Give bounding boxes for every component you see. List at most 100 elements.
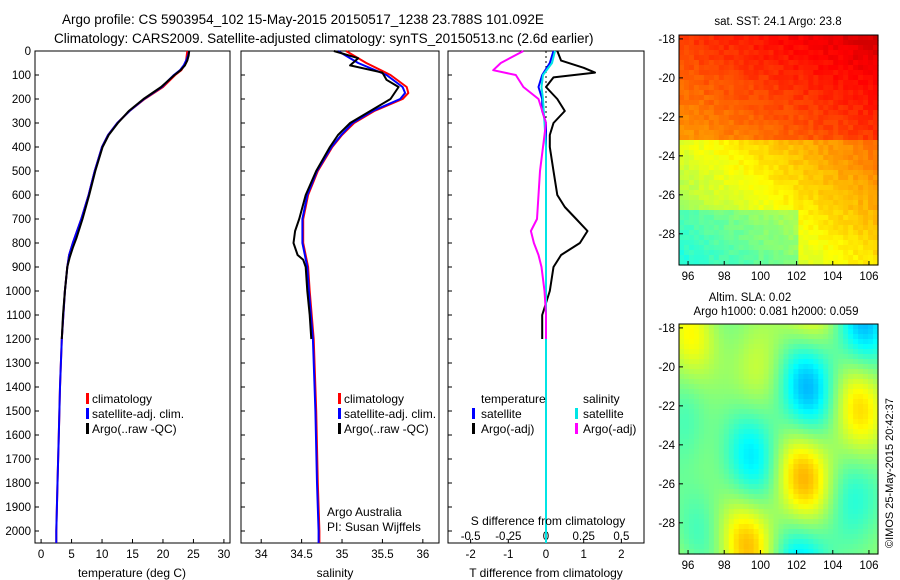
sla-cell (823, 489, 829, 495)
sst-cell (743, 250, 750, 256)
sla-cell (738, 339, 745, 345)
sst-cell (728, 255, 735, 261)
sla-cell (783, 499, 790, 505)
sst-cell (753, 215, 760, 221)
sst-cell (758, 155, 765, 161)
sla-cell (793, 479, 799, 485)
sst-cell (693, 235, 700, 241)
sla-cell (783, 464, 790, 470)
sla-cell (683, 519, 690, 525)
sst-cell (733, 110, 740, 116)
sst-cell (718, 250, 725, 256)
sst-cell (843, 65, 849, 71)
sla-cell (679, 539, 685, 545)
sla-cell (813, 329, 819, 335)
sst-cell (768, 80, 775, 86)
sla-cell (733, 469, 740, 475)
sla-cell (688, 404, 695, 410)
sla-cell (763, 424, 770, 430)
sla-cell (843, 494, 849, 500)
sla-cell (763, 364, 770, 370)
sst-cell (868, 230, 874, 236)
sst-cell (863, 195, 869, 201)
sst-cell (758, 180, 765, 186)
sla-cell (743, 429, 750, 435)
sla-cell (753, 429, 760, 435)
sla-cell (863, 439, 869, 445)
sla-cell (833, 374, 839, 380)
sst-cell (688, 200, 695, 206)
sst-cell (768, 90, 775, 96)
sla-cell (868, 439, 874, 445)
sst-cell (778, 105, 785, 111)
sst-cell (693, 195, 700, 201)
sst-cell (858, 175, 864, 181)
sst-cell (808, 180, 814, 186)
sst-cell (778, 175, 785, 181)
sla-cell (683, 499, 690, 505)
sst-cell (679, 160, 685, 166)
imos-stamp: ©IMOS 25-May-2015 20:42:37 (884, 398, 896, 548)
sst-cell (853, 140, 859, 146)
sla-cell (873, 369, 879, 375)
sst-cell (858, 220, 864, 226)
depth-tick-label: 400 (12, 142, 31, 154)
sla-cell (848, 469, 854, 475)
sst-cell (763, 210, 770, 216)
sla-cell (738, 499, 745, 505)
sst-cell (858, 85, 864, 91)
sst-cell (848, 245, 854, 251)
sst-cell (858, 140, 864, 146)
sla-cell (718, 544, 725, 550)
sla-cell (833, 429, 839, 435)
sla-cell (858, 379, 864, 385)
sst-cell (793, 70, 799, 76)
sst-cell (833, 115, 839, 121)
sla-cell (753, 534, 760, 540)
sla-cell (733, 434, 740, 440)
sst-cell (873, 35, 879, 41)
sla-cell (838, 359, 844, 365)
sla-cell (713, 359, 720, 365)
sst-cell (768, 105, 775, 111)
sla-cell (818, 349, 824, 355)
sst-cell (703, 150, 710, 156)
sst-cell (838, 145, 844, 151)
sst-cell (753, 230, 760, 236)
sst-cell (693, 210, 700, 216)
sla-cell (808, 494, 814, 500)
sst-cell (718, 170, 725, 176)
sst-cell (738, 235, 745, 241)
sla-cell (679, 339, 685, 345)
sst-cell (683, 205, 690, 211)
sst-cell (728, 45, 735, 51)
sst-cell (758, 230, 765, 236)
sla-cell (748, 534, 755, 540)
sst-cell (783, 175, 790, 181)
sla-cell (853, 364, 859, 370)
sst-cell (679, 230, 685, 236)
sla-cell (688, 494, 695, 500)
sst-cell (708, 35, 715, 41)
sst-cell (698, 70, 705, 76)
sla-cell (843, 394, 849, 400)
sst-cell (858, 235, 864, 241)
sst-cell (828, 210, 834, 216)
sla-cell (703, 514, 710, 520)
sst-cell (868, 150, 874, 156)
sst-cell (853, 210, 859, 216)
sst-cell (713, 215, 720, 221)
sla-cell (773, 534, 780, 540)
sst-cell (713, 75, 720, 81)
sla-cell (743, 464, 750, 470)
sst-cell (728, 50, 735, 56)
sst-cell (773, 130, 780, 136)
sst-cell (723, 210, 730, 216)
sst-cell (683, 245, 690, 251)
sla-cell (718, 394, 725, 400)
sst-cell (698, 135, 705, 141)
sst-cell (823, 110, 829, 116)
sla-cell (838, 499, 844, 505)
sst-cell (828, 85, 834, 91)
sst-cell (738, 70, 745, 76)
